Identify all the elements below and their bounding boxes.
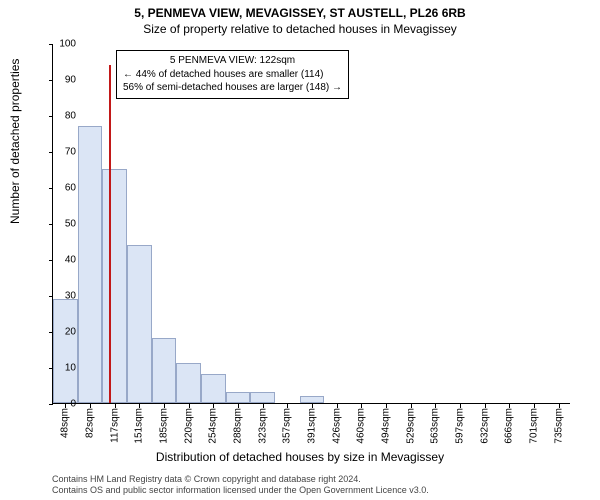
plot-area: 48sqm82sqm117sqm151sqm185sqm220sqm254sqm… bbox=[52, 44, 570, 404]
x-tick-label: 48sqm bbox=[60, 408, 71, 438]
x-tick-label: 151sqm bbox=[134, 408, 145, 444]
histogram-bar bbox=[226, 392, 251, 403]
annotation-box: 5 PENMEVA VIEW: 122sqm← 44% of detached … bbox=[116, 50, 349, 99]
annotation-line2: ← 44% of detached houses are smaller (11… bbox=[123, 68, 342, 82]
x-tick-label: 632sqm bbox=[479, 408, 490, 444]
histogram-bar bbox=[201, 374, 226, 403]
title-sub: Size of property relative to detached ho… bbox=[0, 20, 600, 36]
x-tick-label: 220sqm bbox=[183, 408, 194, 444]
title-main: 5, PENMEVA VIEW, MEVAGISSEY, ST AUSTELL,… bbox=[0, 0, 600, 20]
x-axis-label: Distribution of detached houses by size … bbox=[0, 450, 600, 464]
x-tick-label: 597sqm bbox=[455, 408, 466, 444]
x-tick-label: 323sqm bbox=[257, 408, 268, 444]
y-tick-label: 90 bbox=[52, 75, 76, 86]
histogram-bar bbox=[53, 299, 78, 403]
x-tick-label: 666sqm bbox=[504, 408, 515, 444]
x-tick-label: 357sqm bbox=[282, 408, 293, 444]
histogram-bar bbox=[127, 245, 152, 403]
y-tick-label: 10 bbox=[52, 363, 76, 374]
y-tick-label: 30 bbox=[52, 291, 76, 302]
histogram-bar bbox=[250, 392, 275, 403]
y-tick-label: 60 bbox=[52, 183, 76, 194]
footer-line2: Contains OS and public sector informatio… bbox=[52, 485, 429, 496]
chart-container: 5, PENMEVA VIEW, MEVAGISSEY, ST AUSTELL,… bbox=[0, 0, 600, 500]
x-tick-label: 735sqm bbox=[553, 408, 564, 444]
x-tick-label: 254sqm bbox=[208, 408, 219, 444]
y-tick-label: 100 bbox=[52, 39, 76, 50]
x-tick-label: 82sqm bbox=[85, 408, 96, 438]
y-tick-label: 0 bbox=[52, 399, 76, 410]
x-tick-label: 563sqm bbox=[430, 408, 441, 444]
y-axis-label: Number of detached properties bbox=[8, 59, 22, 224]
annotation-line3: 56% of semi-detached houses are larger (… bbox=[123, 81, 342, 95]
x-tick-label: 494sqm bbox=[381, 408, 392, 444]
x-tick-label: 185sqm bbox=[159, 408, 170, 444]
chart-wrap: 48sqm82sqm117sqm151sqm185sqm220sqm254sqm… bbox=[52, 44, 570, 404]
histogram-bar bbox=[300, 396, 325, 403]
histogram-bar bbox=[176, 363, 201, 403]
x-tick-label: 529sqm bbox=[405, 408, 416, 444]
histogram-bar bbox=[152, 338, 177, 403]
x-tick-label: 288sqm bbox=[233, 408, 244, 444]
y-tick-label: 40 bbox=[52, 255, 76, 266]
histogram-bar bbox=[102, 169, 127, 403]
y-tick-label: 20 bbox=[52, 327, 76, 338]
x-tick-label: 701sqm bbox=[529, 408, 540, 444]
footer-line1: Contains HM Land Registry data © Crown c… bbox=[52, 474, 429, 485]
annotation-line1: 5 PENMEVA VIEW: 122sqm bbox=[123, 54, 342, 68]
y-tick-label: 50 bbox=[52, 219, 76, 230]
y-tick-label: 80 bbox=[52, 111, 76, 122]
reference-marker bbox=[109, 65, 111, 403]
histogram-bar bbox=[78, 126, 103, 403]
x-tick-label: 426sqm bbox=[331, 408, 342, 444]
x-tick-label: 391sqm bbox=[307, 408, 318, 444]
x-tick-label: 460sqm bbox=[356, 408, 367, 444]
y-tick-label: 70 bbox=[52, 147, 76, 158]
footer: Contains HM Land Registry data © Crown c… bbox=[52, 474, 429, 496]
x-tick-label: 117sqm bbox=[109, 408, 120, 443]
